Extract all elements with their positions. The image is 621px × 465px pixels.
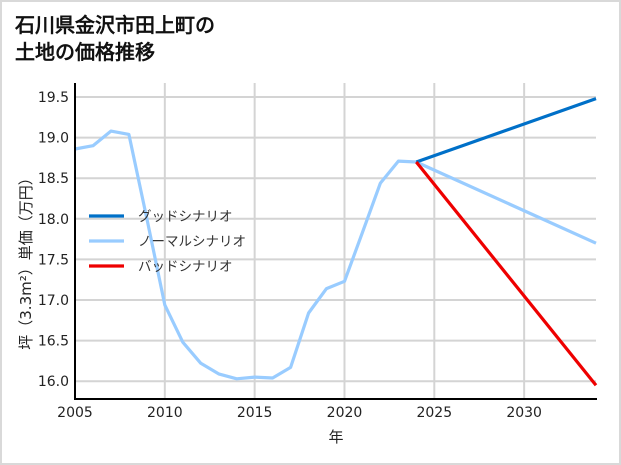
x-tick-labels: 2005 2010 2015 2020 2025 2030 [57,405,542,421]
series-line [74,129,597,381]
data-series [74,97,598,387]
x-axis-label: 年 [328,428,343,446]
y-tick-label: 16.5 [38,334,69,350]
series-line [415,97,597,164]
axes [74,83,597,400]
y-tick-label: 19.0 [38,131,69,147]
y-axis-label: 坪（3.3m²）単価（万円） [17,170,35,349]
x-tick-label: 2010 [147,405,183,421]
legend-label: グッドシナリオ [138,209,233,225]
x-tick-label: 2025 [416,405,452,421]
y-tick-label: 17.0 [38,293,69,309]
y-tick-label: 19.5 [38,90,69,106]
y-tick-label: 17.5 [38,252,69,268]
x-tick-label: 2030 [506,405,542,421]
legend-item: バッドシナリオ [89,259,233,275]
y-tick-labels: 16.0 16.5 17.0 17.5 18.0 18.5 19.0 19.5 [38,90,69,390]
series-line [415,160,598,387]
y-tick-label: 18.0 [38,212,69,228]
chart-title-line-1: 石川県金沢市田上町の [15,13,215,37]
x-tick-label: 2005 [57,405,93,421]
y-tick-label: 16.0 [38,374,69,390]
legend-label: バッドシナリオ [138,259,233,275]
gridlines [74,83,596,399]
legend-item: ノーマルシナリオ [89,234,246,250]
chart-title: 石川県金沢市田上町の 土地の価格推移 [15,12,215,66]
legend-item: グッドシナリオ [89,209,233,225]
chart-title-line-2: 土地の価格推移 [15,40,155,64]
x-tick-label: 2020 [327,405,363,421]
y-tick-label: 18.5 [38,171,69,187]
legend-label: ノーマルシナリオ [138,234,246,250]
x-tick-label: 2015 [237,405,273,421]
